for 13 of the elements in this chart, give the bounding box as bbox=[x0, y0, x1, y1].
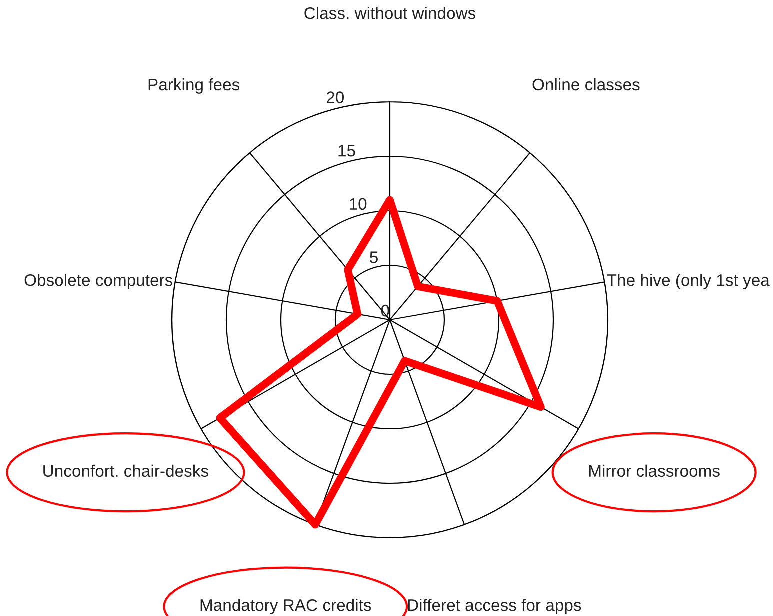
spoke-label: Class. without windows bbox=[304, 7, 476, 20]
spoke-label: Online classes bbox=[532, 78, 640, 91]
y-tick-label: 15 bbox=[338, 145, 356, 157]
y-tick-label: 5 bbox=[370, 252, 378, 264]
spoke-label: Mirror classrooms bbox=[589, 464, 720, 478]
spoke-label: The hive (only 1st yea bbox=[607, 274, 770, 290]
spoke-label: Parking fees bbox=[148, 78, 240, 94]
spoke-label: Differet access for apps bbox=[408, 599, 582, 615]
y-tick-label: 20 bbox=[326, 92, 344, 104]
spoke-label: Unconfort. chair-desks bbox=[44, 464, 208, 478]
y-tick-label: 10 bbox=[350, 198, 367, 210]
spoke-label: Obsolete computers bbox=[24, 274, 173, 290]
spoke-label: Mandatory RAC credits bbox=[200, 599, 372, 615]
